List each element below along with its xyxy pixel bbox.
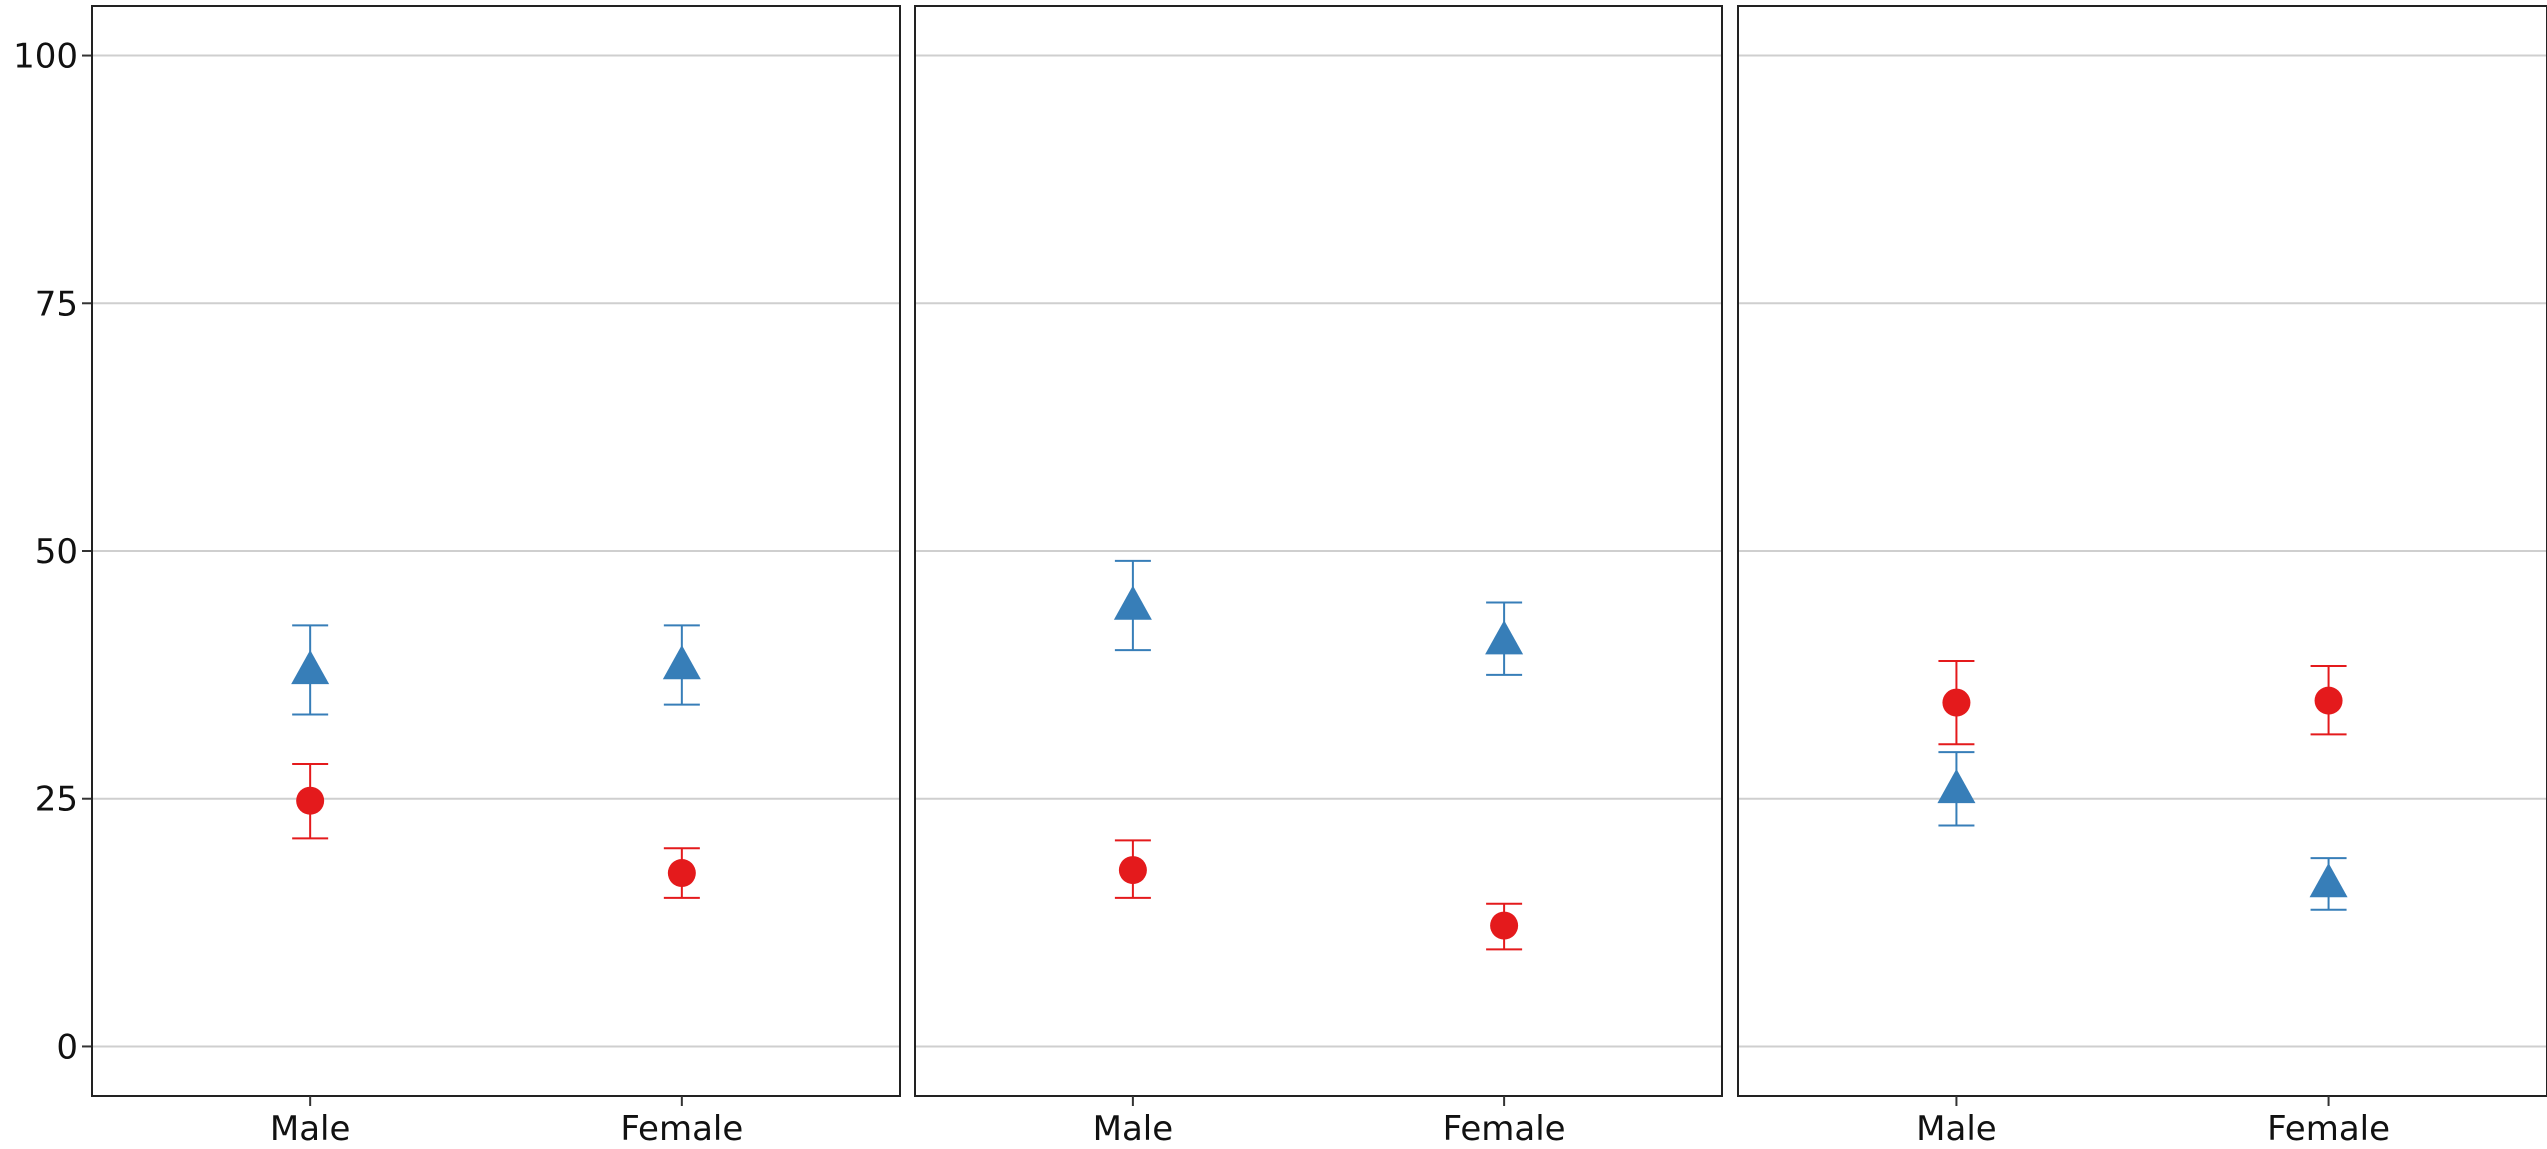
y-tick-label: 50 xyxy=(35,532,78,572)
x-tick-label: Male xyxy=(1093,1109,1174,1149)
facet-panel-3: Male Female xyxy=(1737,5,2547,1149)
x-tick-label: Male xyxy=(270,1109,351,1149)
data-point-triangle xyxy=(291,649,330,685)
x-tick-label: Female xyxy=(620,1109,743,1149)
data-point-triangle xyxy=(1113,585,1152,620)
x-tick-label: Male xyxy=(1916,1109,1997,1149)
data-point-circle xyxy=(1118,856,1147,885)
x-tick-label: Female xyxy=(1443,1109,1566,1149)
panel-border xyxy=(1737,5,2547,1097)
data-point-circle xyxy=(1490,911,1519,940)
facet-panel-1: Male Female xyxy=(91,5,901,1149)
y-tick-label: 0 xyxy=(56,1027,78,1067)
data-point-triangle xyxy=(1485,620,1524,655)
y-tick-label: 100 xyxy=(13,37,78,77)
data-point-triangle xyxy=(1937,768,1976,804)
x-tick-label: Female xyxy=(2267,1109,2390,1149)
y-axis: 0 25 50 75 100 xyxy=(13,37,92,1067)
data-point-triangle xyxy=(662,645,701,680)
data-point-circle xyxy=(2314,686,2343,715)
y-tick-label: 75 xyxy=(35,284,78,324)
data-point-circle xyxy=(667,859,696,888)
panel-border xyxy=(91,5,901,1097)
data-point-triangle xyxy=(2309,863,2348,898)
y-tick-label: 25 xyxy=(35,780,78,820)
data-point-circle xyxy=(296,786,325,815)
data-point-circle xyxy=(1942,688,1971,717)
panel-border xyxy=(914,5,1723,1097)
facet-panels: Male Female Male Female Male Female xyxy=(91,5,2547,1149)
facet-panel-2: Male Female xyxy=(914,5,1723,1149)
